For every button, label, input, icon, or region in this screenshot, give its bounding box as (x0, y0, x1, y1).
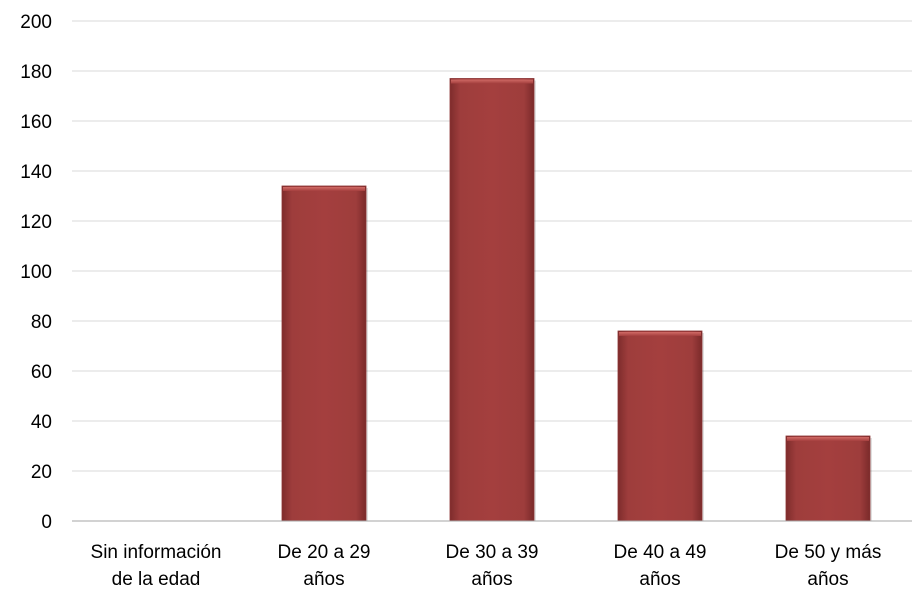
bar-body (617, 330, 703, 522)
x-tick-label: de la edad (112, 569, 201, 590)
y-tick-label: 120 (20, 212, 52, 233)
x-tick-label: años (639, 569, 680, 590)
bar-highlight (619, 332, 701, 336)
x-tick-label: años (303, 569, 344, 590)
x-axis-labels: Sin información de la edad De 20 a 29 años D… (91, 542, 882, 590)
x-tick-label: De 30 a 39 (446, 542, 539, 563)
bar-body (785, 435, 871, 522)
y-tick-label: 140 (20, 162, 52, 183)
y-tick-label: 0 (41, 512, 52, 533)
x-tick-label: De 50 y más (775, 542, 882, 563)
bar (617, 330, 704, 522)
y-tick-label: 180 (20, 62, 52, 83)
bars (281, 78, 872, 522)
bar (785, 435, 872, 522)
x-tick-label: años (471, 569, 512, 590)
x-tick-label: años (807, 569, 848, 590)
y-tick-label: 40 (31, 412, 52, 433)
y-tick-label: 160 (20, 112, 52, 133)
y-tick-label: 200 (20, 12, 52, 33)
y-tick-label: 60 (31, 362, 52, 383)
y-tick-label: 20 (31, 462, 52, 483)
bar-body (281, 185, 367, 522)
x-tick-label: Sin información (91, 542, 222, 563)
y-tick-label: 80 (31, 312, 52, 333)
y-axis-ticks: 0 20 40 60 80 100 120 140 160 180 200 (20, 12, 52, 533)
bar-highlight (283, 187, 365, 191)
y-tick-label: 100 (20, 262, 52, 283)
bar (281, 185, 368, 522)
bar-highlight (451, 79, 533, 84)
bar-highlight (787, 437, 869, 441)
x-tick-label: De 20 a 29 (278, 542, 371, 563)
bar-body (449, 78, 535, 522)
bar (449, 78, 536, 522)
x-tick-label: De 40 a 49 (614, 542, 707, 563)
